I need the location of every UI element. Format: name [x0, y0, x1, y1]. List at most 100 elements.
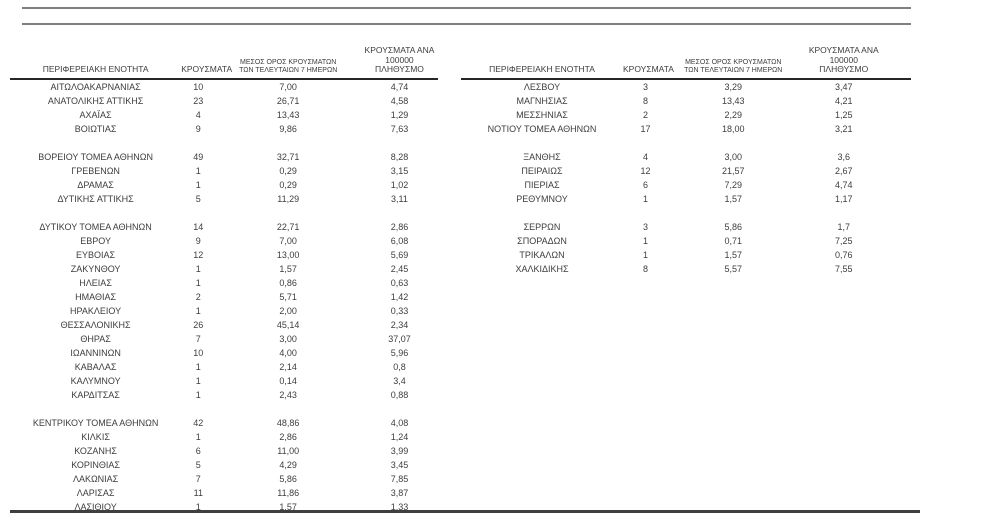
avg7-cell: 2,14 — [279, 361, 297, 372]
per100k-cell: 2,45 — [390, 263, 409, 274]
table-row: ΠΕΙΡΑΙΩΣ 12 21,57 2,67 — [461, 164, 911, 178]
cases-cell: 5 — [195, 459, 201, 470]
per100k-cell: 3,11 — [391, 193, 408, 204]
avg7-cell: 4,00 — [279, 347, 297, 358]
region-cell: ΚΕΝΤΡΙΚΟΥ ΤΟΜΕΑ ΑΘΗΝΩΝ — [32, 417, 159, 428]
per100k-cell: 1,29 — [390, 109, 409, 120]
avg7-cell: 3,29 — [724, 81, 743, 92]
table-row: ΣΕΡΡΩΝ 3 5,86 1,7 — [461, 220, 911, 234]
per100k-cell: 0,8 — [393, 361, 406, 372]
table-row: ΤΡΙΚΑΛΩΝ 1 1,57 0,76 — [461, 248, 911, 262]
per100k-cell: 6,08 — [390, 235, 409, 246]
avg7-cell: 1,57 — [724, 193, 743, 204]
avg7-cell: 7,29 — [724, 179, 743, 190]
avg7-cell: 0,86 — [279, 277, 297, 288]
cases-cell: 12 — [640, 165, 651, 176]
table-row: ΑΧΑΪΑΣ 4 13,43 1,29 — [10, 108, 438, 122]
region-cell: ΘΗΡΑΣ — [80, 333, 111, 344]
avg7-cell: 0,29 — [279, 179, 297, 190]
cases-cell: 2 — [642, 109, 648, 120]
per100k-cell: 5,96 — [390, 347, 409, 358]
region-cell: ΚΑΡΔΙΤΣΑΣ — [71, 389, 120, 400]
table-row: ΕΥΒΟΙΑΣ 12 13,00 5,69 — [10, 248, 438, 262]
avg7-cell: 5,86 — [724, 221, 743, 232]
avg7-cell: 0,14 — [279, 375, 297, 386]
cases-cell: 9 — [195, 235, 201, 246]
per100k-cell: 7,63 — [390, 123, 409, 134]
avg7-cell: 18,00 — [721, 123, 745, 134]
region-cell: ΔΥΤΙΚΗΣ ΑΤΤΙΚΗΣ — [57, 193, 134, 204]
cases-cell: 6 — [195, 445, 201, 456]
region-cell: ΕΥΒΟΙΑΣ — [76, 249, 116, 260]
avg7-cell: 7,00 — [279, 235, 297, 246]
per100k-cell: 4,74 — [834, 179, 853, 190]
per100k-cell: 1,33 — [390, 501, 409, 512]
cases-cell: 1 — [642, 249, 648, 260]
table-row: ΛΑΣΙΘΙΟΥ 1 1,57 1,33 — [10, 500, 438, 514]
table-row: ΔΥΤΙΚΟΥ ΤΟΜΕΑ ΑΘΗΝΩΝ 14 22,71 2,86 — [10, 220, 438, 234]
table-row: ΒΟΙΩΤΙΑΣ 9 9,86 7,63 — [10, 122, 438, 136]
col-header-avg7-line2: ΤΩΝ ΤΕΛΕΥΤΑΙΩΝ 7 ΗΜΕΡΩΝ — [239, 66, 338, 74]
per100k-cell: 2,86 — [390, 221, 409, 232]
cases-cell: 1 — [195, 375, 201, 386]
spacer-row — [461, 206, 911, 220]
cases-cell: 1 — [195, 501, 201, 512]
col-header-per100k: ΚΡΟΥΣΜΑΤΑ ΑΝΑ 100000 ΠΛΗΘΥΣΜΟ — [798, 45, 911, 80]
table-row: ΚΑΒΑΛΑΣ 1 2,14 0,8 — [10, 360, 438, 374]
avg7-cell: 22,71 — [276, 221, 300, 232]
cases-cell: 7 — [195, 333, 201, 344]
per100k-cell: 2,67 — [834, 165, 853, 176]
region-cell: ΑΝΑΤΟΛΙΚΗΣ ΑΤΤΙΚΗΣ — [47, 95, 144, 106]
per100k-cell: 7,55 — [834, 263, 853, 274]
region-cell: ΚΟΡΙΝΘΙΑΣ — [71, 459, 120, 470]
avg7-cell: 48,86 — [276, 417, 300, 428]
avg7-cell: 13,00 — [276, 249, 300, 260]
table-row: ΚΟΡΙΝΘΙΑΣ 5 4,29 3,45 — [10, 458, 438, 472]
table-row: ΖΑΚΥΝΘΟΥ 1 1,57 2,45 — [10, 262, 438, 276]
region-cell: ΑΙΤΩΛΟΑΚΑΡΝΑΝΙΑΣ — [50, 81, 141, 92]
table-row: ΚΕΝΤΡΙΚΟΥ ΤΟΜΕΑ ΑΘΗΝΩΝ 42 48,86 4,08 — [10, 416, 438, 430]
region-cell: ΗΡΑΚΛΕΙΟΥ — [70, 305, 122, 316]
col-header-per100k-line1: ΚΡΟΥΣΜΑΤΑ ΑΝΑ 100000 — [808, 45, 879, 65]
avg7-cell: 32,71 — [276, 151, 300, 162]
per100k-cell: 4,74 — [390, 81, 409, 92]
spacer-cell — [10, 206, 438, 220]
spacer-cell — [461, 136, 911, 150]
regional-cases-table-left: ΠΕΡΙΦΕΡΕΙΑΚΗ ΕΝΟΤΗΤΑ ΚΡΟΥΣΜΑΤΑ ΜΕΣΟΣ ΟΡΟ… — [10, 45, 438, 514]
cases-cell: 9 — [195, 123, 201, 134]
per100k-cell: 3,87 — [390, 487, 409, 498]
avg7-cell: 21,57 — [721, 165, 745, 176]
per100k-cell: 7,85 — [390, 473, 409, 484]
region-cell: ΙΩΑΝΝΙΝΩΝ — [70, 347, 121, 358]
region-cell: ΔΥΤΙΚΟΥ ΤΟΜΕΑ ΑΘΗΝΩΝ — [39, 221, 152, 232]
table-row: ΗΜΑΘΙΑΣ 2 5,71 1,42 — [10, 290, 438, 304]
avg7-cell: 13,43 — [721, 95, 745, 106]
table-row: ΝΟΤΙΟΥ ΤΟΜΕΑ ΑΘΗΝΩΝ 17 18,00 3,21 — [461, 122, 911, 136]
region-cell: ΠΙΕΡΙΑΣ — [524, 179, 560, 190]
table-row: ΣΠΟΡΑΔΩΝ 1 0,71 7,25 — [461, 234, 911, 248]
table-row: ΔΡΑΜΑΣ 1 0,29 1,02 — [10, 178, 438, 192]
per100k-cell: 2,34 — [390, 319, 409, 330]
per100k-cell: 4,58 — [390, 95, 409, 106]
avg7-cell: 2,86 — [279, 431, 297, 442]
per100k-cell: 7,25 — [834, 235, 853, 246]
regional-cases-tables: ΠΕΡΙΦΕΡΕΙΑΚΗ ΕΝΟΤΗΤΑ ΚΡΟΥΣΜΑΤΑ ΜΕΣΟΣ ΟΡΟ… — [10, 45, 911, 514]
per100k-cell: 3,21 — [834, 123, 853, 134]
avg7-cell: 0,29 — [279, 165, 297, 176]
cases-cell: 1 — [195, 263, 201, 274]
region-cell: ΔΡΑΜΑΣ — [77, 179, 114, 190]
table-row: ΧΑΛΚΙΔΙΚΗΣ 8 5,57 7,55 — [461, 262, 911, 276]
spacer-cell — [461, 206, 911, 220]
per100k-cell: 1,17 — [834, 193, 853, 204]
table-row: ΚΑΡΔΙΤΣΑΣ 1 2,43 0,88 — [10, 388, 438, 402]
table-body-right: ΛΕΣΒΟΥ 3 3,29 3,47 ΜΑΓΝΗΣΙΑΣ 8 13,43 4,21 ΜΕΣΣΗΝ… — [461, 79, 911, 276]
col-header-per100k-line1: ΚΡΟΥΣΜΑΤΑ ΑΝΑ 100000 — [364, 45, 435, 65]
avg7-cell: 0,71 — [724, 235, 743, 246]
cases-cell: 7 — [195, 473, 201, 484]
col-header-avg7-line2: ΤΩΝ ΤΕΛΕΥΤΑΙΩΝ 7 ΗΜΕΡΩΝ — [684, 66, 783, 74]
cases-cell: 10 — [193, 347, 204, 358]
per100k-cell: 1,02 — [390, 179, 409, 190]
region-cell: ΛΕΣΒΟΥ — [523, 81, 561, 92]
region-cell: ΖΑΚΥΝΘΟΥ — [70, 263, 121, 274]
avg7-cell: 4,29 — [279, 459, 297, 470]
